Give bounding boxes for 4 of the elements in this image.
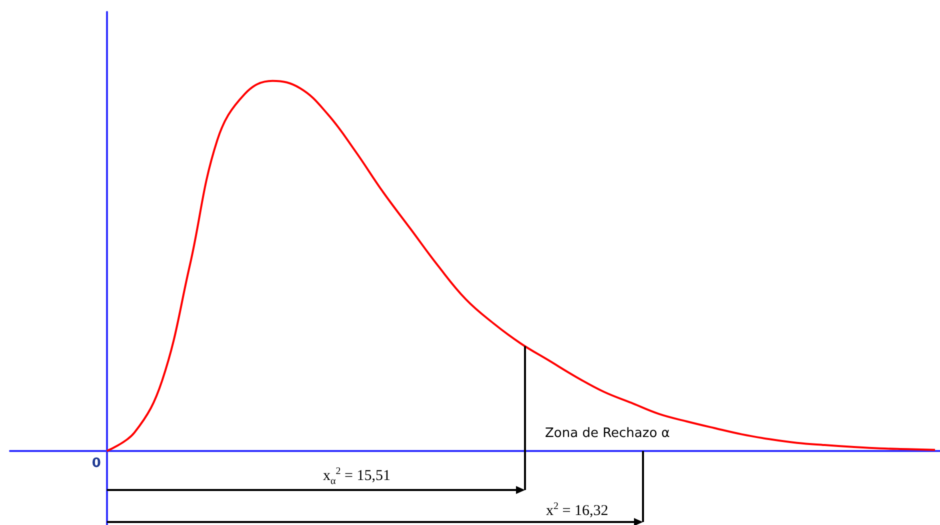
text: x$^{2}$ = 16,32	[546, 501, 608, 519]
text: 0	[92, 456, 101, 471]
text: x$_{α}$$^{2}$ = 15,51	[323, 466, 390, 487]
annotation: Zona de Rechazo α	[545, 426, 670, 440]
